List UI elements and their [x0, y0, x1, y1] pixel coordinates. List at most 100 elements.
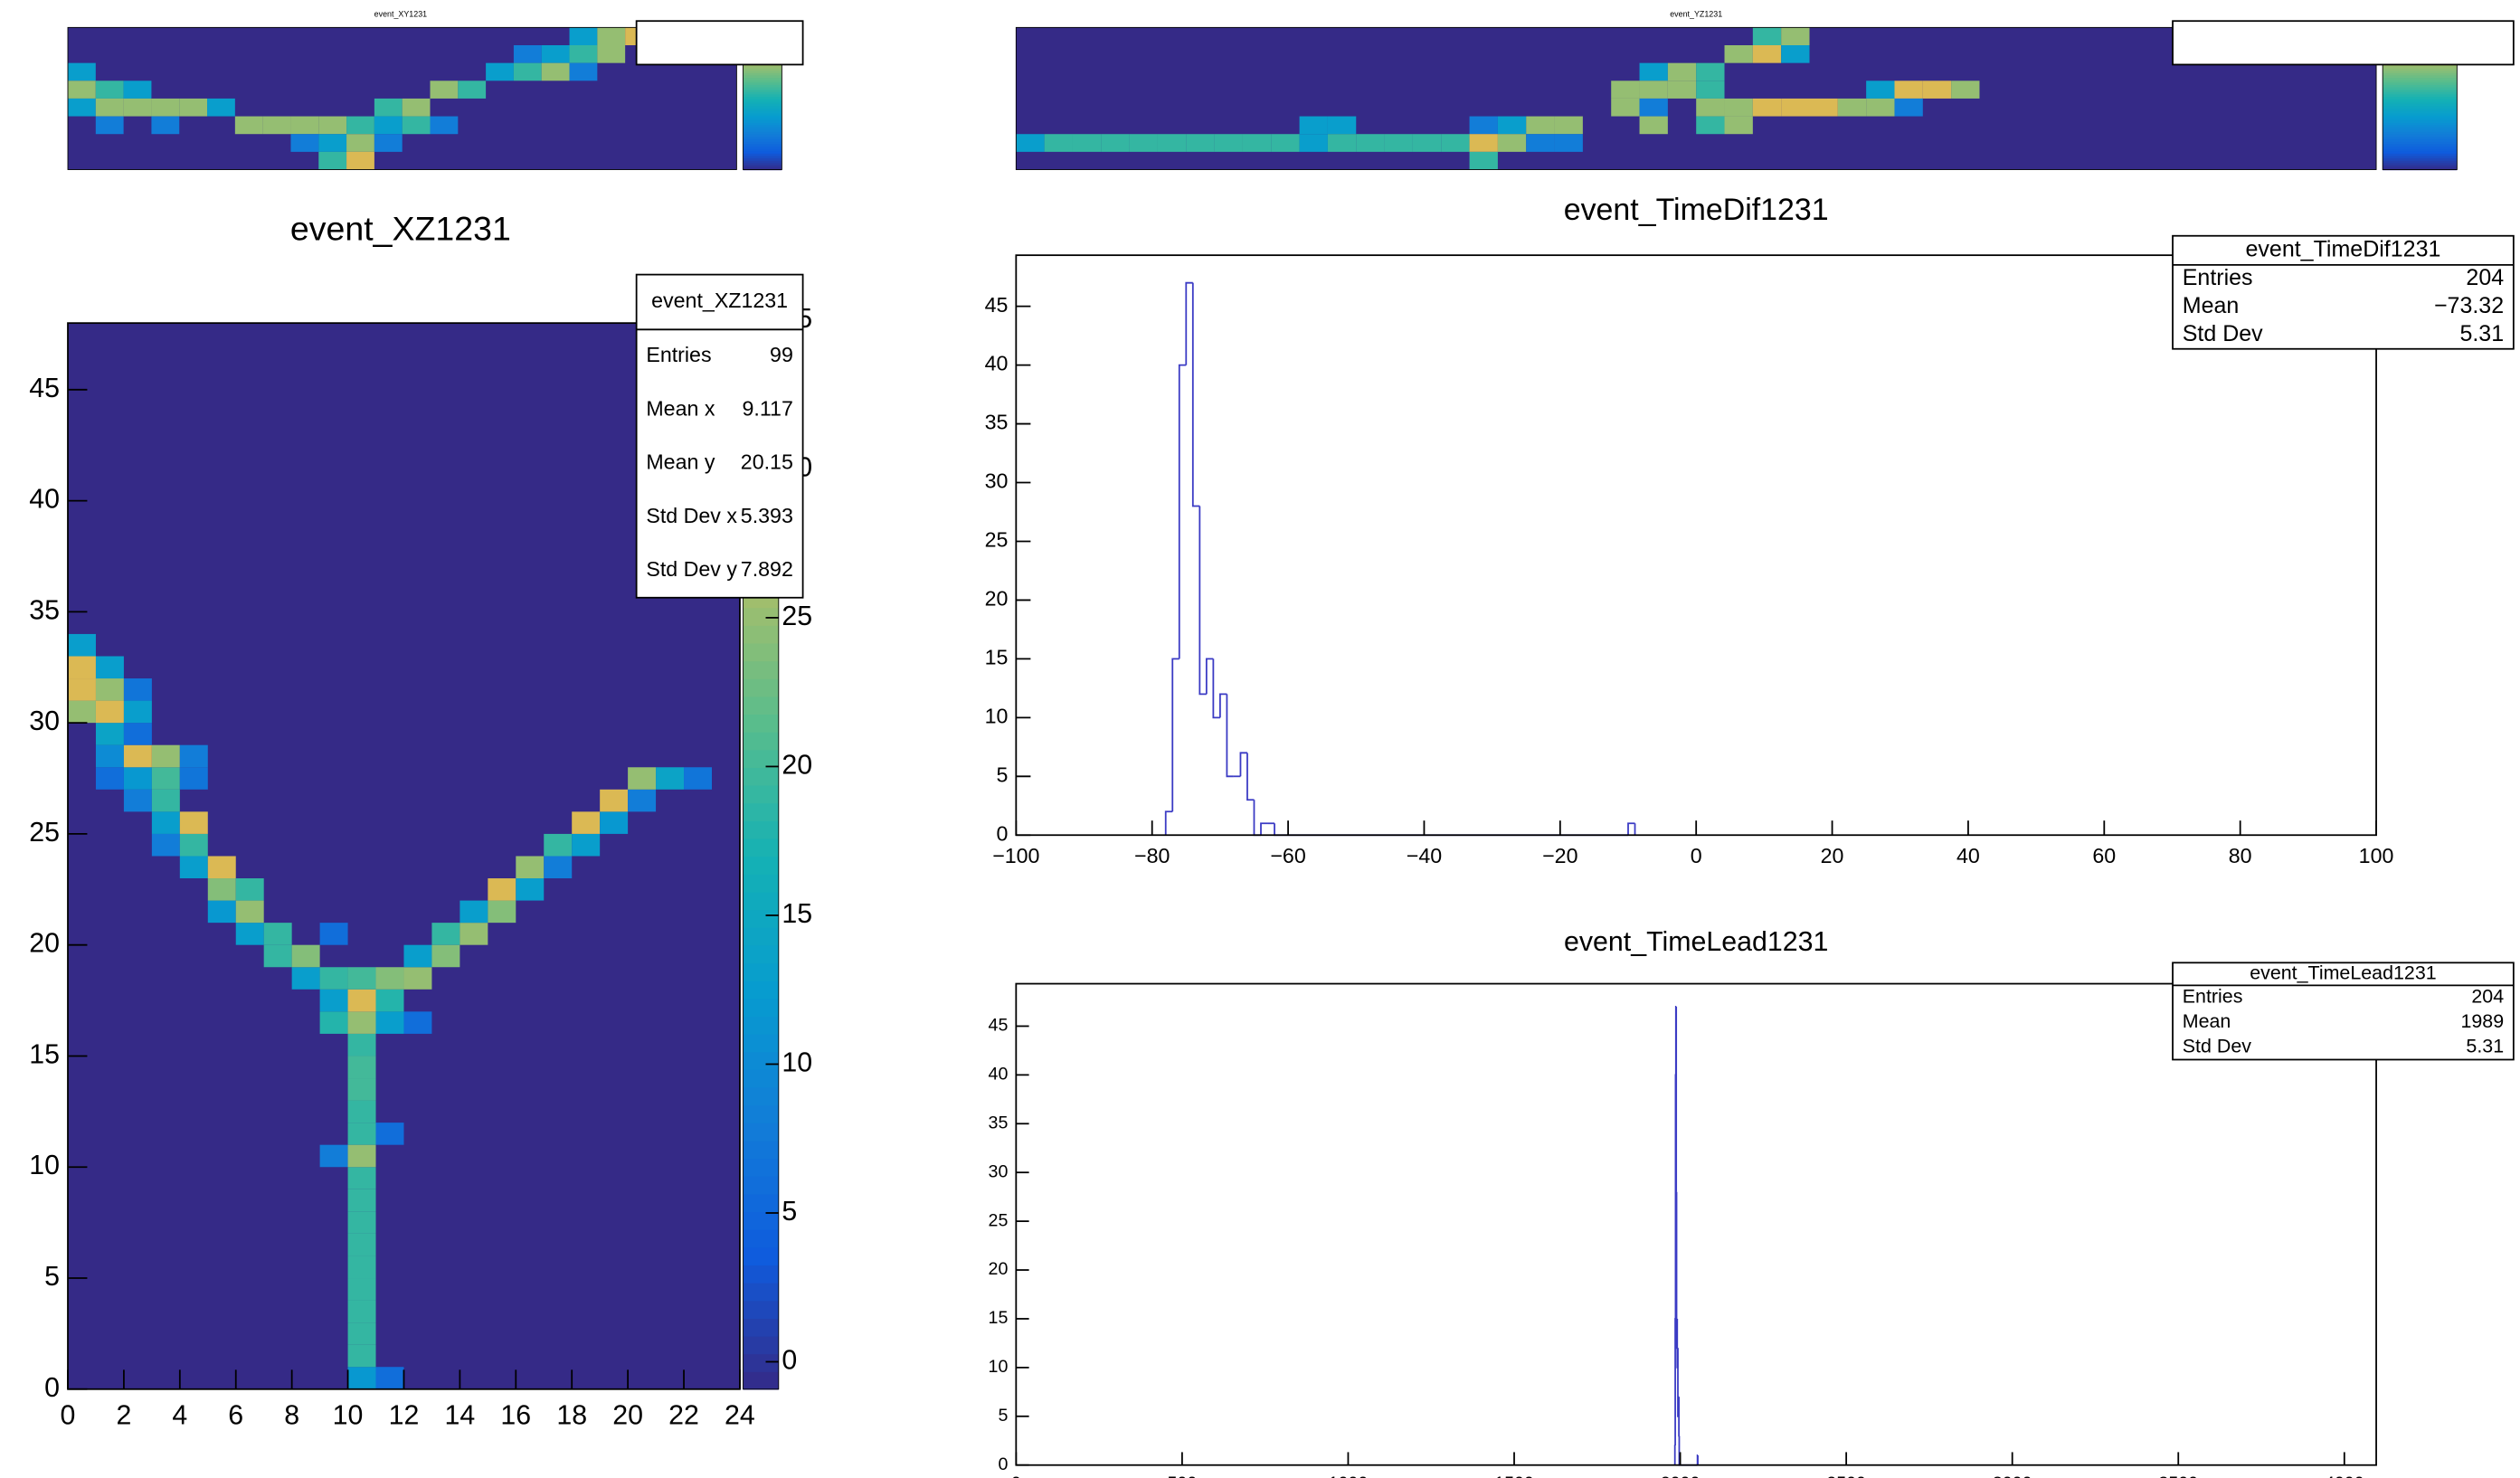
colorbar-step [743, 124, 782, 128]
heatmap-cell [347, 1300, 376, 1323]
chart-title: event_TimeDif1231 [1564, 193, 1829, 227]
colorbar-step [2383, 122, 2458, 126]
heatmap-cell [151, 116, 180, 135]
heatmap-cell [1554, 116, 1583, 135]
y-tick-label: 0 [44, 1373, 60, 1403]
heatmap-cell [513, 45, 542, 63]
y-tick-label: 25 [989, 1210, 1009, 1230]
heatmap-cell [1072, 134, 1102, 152]
heatmap-cell [347, 1322, 376, 1345]
heatmap-cell [1837, 98, 1867, 117]
heatmap-cell [458, 81, 487, 99]
stats-value: 9.117 [743, 396, 793, 420]
heatmap-cell [1724, 98, 1753, 117]
heatmap-cell [431, 944, 460, 968]
heatmap-cell [123, 81, 152, 99]
heatmap-cell [95, 81, 124, 99]
colorbar-step [743, 1016, 779, 1035]
heatmap-cell [263, 944, 292, 968]
heatmap-cell [628, 789, 657, 812]
y-tick-label: 45 [985, 293, 1009, 317]
histogram-bin [1171, 658, 1179, 812]
chart-title: event_XY1231 [374, 9, 427, 18]
colorbar-step [743, 856, 779, 875]
heatmap-cell [1526, 116, 1555, 135]
heatmap-cell [1497, 134, 1527, 152]
heatmap-cell [318, 116, 347, 135]
heatmap-cell [569, 45, 598, 63]
colorbar-step [743, 1158, 779, 1177]
heatmap-cell [1724, 116, 1753, 135]
colorbar-step [2383, 67, 2458, 71]
y-tick-label: 40 [989, 1065, 1009, 1085]
colorbar-step [2383, 93, 2458, 98]
x-tick-label: 12 [389, 1401, 420, 1431]
x-tick-label: 2500 [1826, 1473, 1866, 1478]
heatmap-cell [430, 116, 459, 135]
plot-frame [1015, 254, 2377, 837]
heatmap-cell [403, 967, 432, 990]
heatmap-cell [1894, 81, 1923, 99]
colorbar-step [2383, 115, 2458, 118]
heatmap-cell [347, 1367, 376, 1389]
heatmap-cell [1327, 116, 1357, 135]
heatmap-cell [544, 833, 573, 857]
stats-label: Entries [2183, 265, 2253, 290]
colorbar-step [743, 891, 779, 911]
heatmap-cell [430, 81, 459, 99]
colorbar-step [743, 86, 782, 90]
colorbar-step [743, 820, 779, 839]
colorbar-step [743, 147, 782, 152]
colorbar-step [2383, 79, 2458, 83]
stats-value: 204 [2471, 986, 2504, 1008]
heatmap-cell [375, 989, 404, 1012]
heatmap-cell [1242, 134, 1272, 152]
heatmap-cell [374, 116, 403, 135]
colorbar-step [743, 108, 782, 111]
colorbar-step [743, 909, 779, 928]
colorbar-step [2383, 70, 2458, 73]
heatmap-cell [541, 45, 570, 63]
colorbar-tick-label: 25 [782, 602, 812, 631]
colorbar-step [743, 802, 779, 821]
colorbar-step [743, 962, 779, 981]
x-tick-label: 4 [172, 1401, 187, 1431]
stats-label: Std Dev y [646, 557, 737, 581]
heatmap-cell [600, 789, 629, 812]
stats-label: Std Dev x [646, 504, 737, 527]
heatmap-cell [123, 98, 152, 117]
colorbar-step [743, 1193, 779, 1213]
heatmap-cell [1299, 116, 1328, 135]
x-tick-label: 4000 [2325, 1473, 2364, 1478]
colorbar-step [2383, 146, 2458, 149]
colorbar-step [743, 134, 782, 137]
x-tick-label: 0 [1011, 1473, 1021, 1478]
heatmap-cell [346, 116, 374, 135]
colorbar-step [2383, 86, 2458, 90]
colorbar-step [2383, 119, 2458, 123]
heatmap-cell [347, 1167, 376, 1189]
heatmap-cell [68, 98, 96, 117]
heatmap-cell [207, 878, 236, 901]
colorbar-step [2383, 89, 2458, 92]
heatmap-cell [403, 944, 432, 968]
x-tick-label: 500 [1168, 1473, 1198, 1478]
colorbar-step [743, 79, 782, 83]
heatmap-cell [319, 1144, 348, 1168]
heatmap-cell [347, 1056, 376, 1079]
heatmap-cell [95, 744, 124, 768]
histogram-bin [1212, 658, 1220, 719]
heatmap-cell [572, 811, 601, 834]
heatmap-cell [151, 744, 180, 768]
colorbar-step [743, 980, 779, 1000]
heatmap-cell [431, 923, 460, 945]
colorbar-step [2383, 134, 2458, 137]
colorbar-step [743, 696, 779, 715]
heatmap-cell [1781, 45, 1810, 63]
stats-title: event_XZ1231 [651, 289, 788, 312]
heatmap-cell [572, 833, 601, 857]
heatmap-cell [402, 98, 431, 117]
heatmap-cell [1214, 134, 1243, 152]
